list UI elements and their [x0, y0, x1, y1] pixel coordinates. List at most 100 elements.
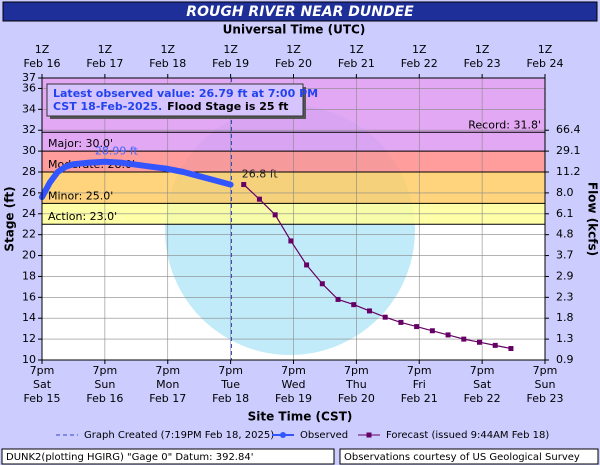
x2-tick-label: 1Z — [35, 43, 50, 56]
x-tick-label: Feb 16 — [86, 392, 123, 405]
x2-tick-label: 1Z — [349, 43, 364, 56]
forecast-point — [429, 328, 435, 334]
x2-tick-label: Feb 19 — [212, 57, 249, 70]
forecast-point — [382, 314, 388, 320]
x2-tick-label: 1Z — [223, 43, 238, 56]
forecast-point — [288, 238, 294, 244]
x-tick-label: 7pm — [470, 364, 495, 377]
y-tick-label: 37 — [22, 71, 36, 84]
x-tick-label: Tue — [220, 378, 240, 391]
latest-box-line: Latest observed value: 26.79 ft at 7:00 … — [53, 87, 318, 100]
x2-tick-label: Feb 20 — [275, 57, 312, 70]
x2-axis-label: Universal Time (UTC) — [223, 23, 366, 37]
x-tick-label: 7pm — [533, 364, 558, 377]
y2-tick-label: 3.7 — [556, 249, 574, 262]
y-tick-label: 10 — [22, 353, 36, 366]
x-tick-label: Sun — [535, 378, 556, 391]
y2-tick-label: 8.0 — [556, 186, 574, 199]
y2-tick-label: 4.8 — [556, 228, 574, 241]
y-tick-label: 22 — [22, 228, 36, 241]
y-tick-label: 14 — [22, 311, 36, 324]
legend-forecast-dot — [366, 432, 372, 438]
footer-right: Observations courtesy of US Geological S… — [344, 452, 580, 463]
x-tick-label: 7pm — [407, 364, 432, 377]
flood-label: Minor: 25.0' — [48, 189, 113, 202]
forecast-point — [461, 336, 467, 342]
y2-tick-label: 11.2 — [556, 165, 581, 178]
latest-box-text: CST 18-Feb-2025. — [53, 100, 162, 113]
forecast-point — [272, 212, 278, 218]
x2-tick-label: Feb 22 — [401, 57, 438, 70]
x-tick-label: Sat — [473, 378, 492, 391]
x2-tick-label: Feb 16 — [24, 57, 61, 70]
y-tick-label: 12 — [22, 332, 36, 345]
x2-tick-label: 1Z — [412, 43, 427, 56]
x2-tick-label: 1Z — [160, 43, 175, 56]
x-tick-label: 7pm — [218, 364, 243, 377]
footer-left-box — [1, 448, 335, 465]
y-tick-label: 26 — [22, 186, 36, 199]
y-tick-label: 20 — [22, 249, 36, 262]
x-tick-label: Feb 22 — [464, 392, 501, 405]
y-tick-label: 28 — [22, 165, 36, 178]
annotation: 28.99 ft — [95, 145, 139, 158]
forecast-point — [477, 339, 483, 345]
y2-tick-label: 1.8 — [556, 311, 574, 324]
x-tick-label: Wed — [282, 378, 306, 391]
x-tick-label: Feb 18 — [212, 392, 249, 405]
title-bar — [2, 1, 598, 22]
forecast-point — [256, 196, 262, 202]
y2-tick-label: 2.3 — [556, 290, 574, 303]
x-tick-label: Mon — [156, 378, 179, 391]
y-axis-label: Stage (ft) — [3, 186, 17, 251]
forecast-point — [319, 281, 325, 287]
forecast-point — [492, 342, 498, 348]
x-tick-label: 7pm — [344, 364, 369, 377]
x2-tick-label: Feb 21 — [338, 57, 375, 70]
flood-label: Major: 30.0' — [48, 137, 113, 150]
x-tick-label: Sun — [94, 378, 115, 391]
y2-tick-label: 29.1 — [556, 144, 581, 157]
plot-area — [41, 77, 546, 361]
y2-tick-label: 1.3 — [556, 332, 574, 345]
forecast-point — [398, 319, 404, 325]
x-tick-label: Feb 20 — [338, 392, 375, 405]
y2-tick-label: 0.9 — [556, 353, 574, 366]
latest-box-line: CST 18-Feb-2025. Flood Stage is 25 ft — [53, 100, 288, 113]
x2-tick-label: Feb 18 — [149, 57, 186, 70]
x-tick-label: Feb 21 — [401, 392, 438, 405]
y2-tick-label: 6.1 — [556, 207, 574, 220]
forecast-point — [366, 308, 372, 314]
x-tick-label: 7pm — [30, 364, 55, 377]
flood-label: Action: 23.0' — [48, 210, 117, 223]
latest-box — [46, 83, 304, 117]
legend-label: Forecast (issued 9:44AM Feb 18) — [386, 430, 549, 441]
forecast-point — [351, 302, 357, 308]
x-tick-label: Feb 19 — [275, 392, 312, 405]
y-tick-label: 32 — [22, 123, 36, 136]
x-tick-label: Sat — [33, 378, 52, 391]
chart-title: ROUGH RIVER NEAR DUNDEE — [186, 4, 414, 20]
legend-label: Observed — [300, 430, 348, 441]
y2-axis-label: Flow (kcfs) — [586, 182, 600, 256]
x-axis-label: Site Time (CST) — [248, 410, 353, 424]
x2-tick-label: Feb 17 — [86, 57, 123, 70]
forecast-point — [241, 182, 247, 188]
x2-tick-label: 1Z — [475, 43, 490, 56]
latest-box-text: Flood Stage is 25 ft — [167, 100, 288, 113]
forecast-point — [304, 262, 310, 268]
x2-tick-label: Feb 23 — [464, 57, 501, 70]
series-line — [243, 183, 512, 350]
x2-tick-label: 1Z — [98, 43, 113, 56]
y-tick-label: 30 — [22, 144, 36, 157]
x2-tick-label: 1Z — [286, 43, 301, 56]
y-tick-label: 16 — [22, 290, 36, 303]
y-tick-label: 34 — [22, 102, 36, 115]
forecast-point — [445, 332, 451, 338]
footer-left: DUNK2(plotting HGIRG) "Gage 0" Datum: 39… — [6, 452, 253, 463]
forecast-point — [414, 324, 420, 330]
plot-frame — [41, 77, 546, 361]
legend-observed-dot — [280, 432, 286, 438]
